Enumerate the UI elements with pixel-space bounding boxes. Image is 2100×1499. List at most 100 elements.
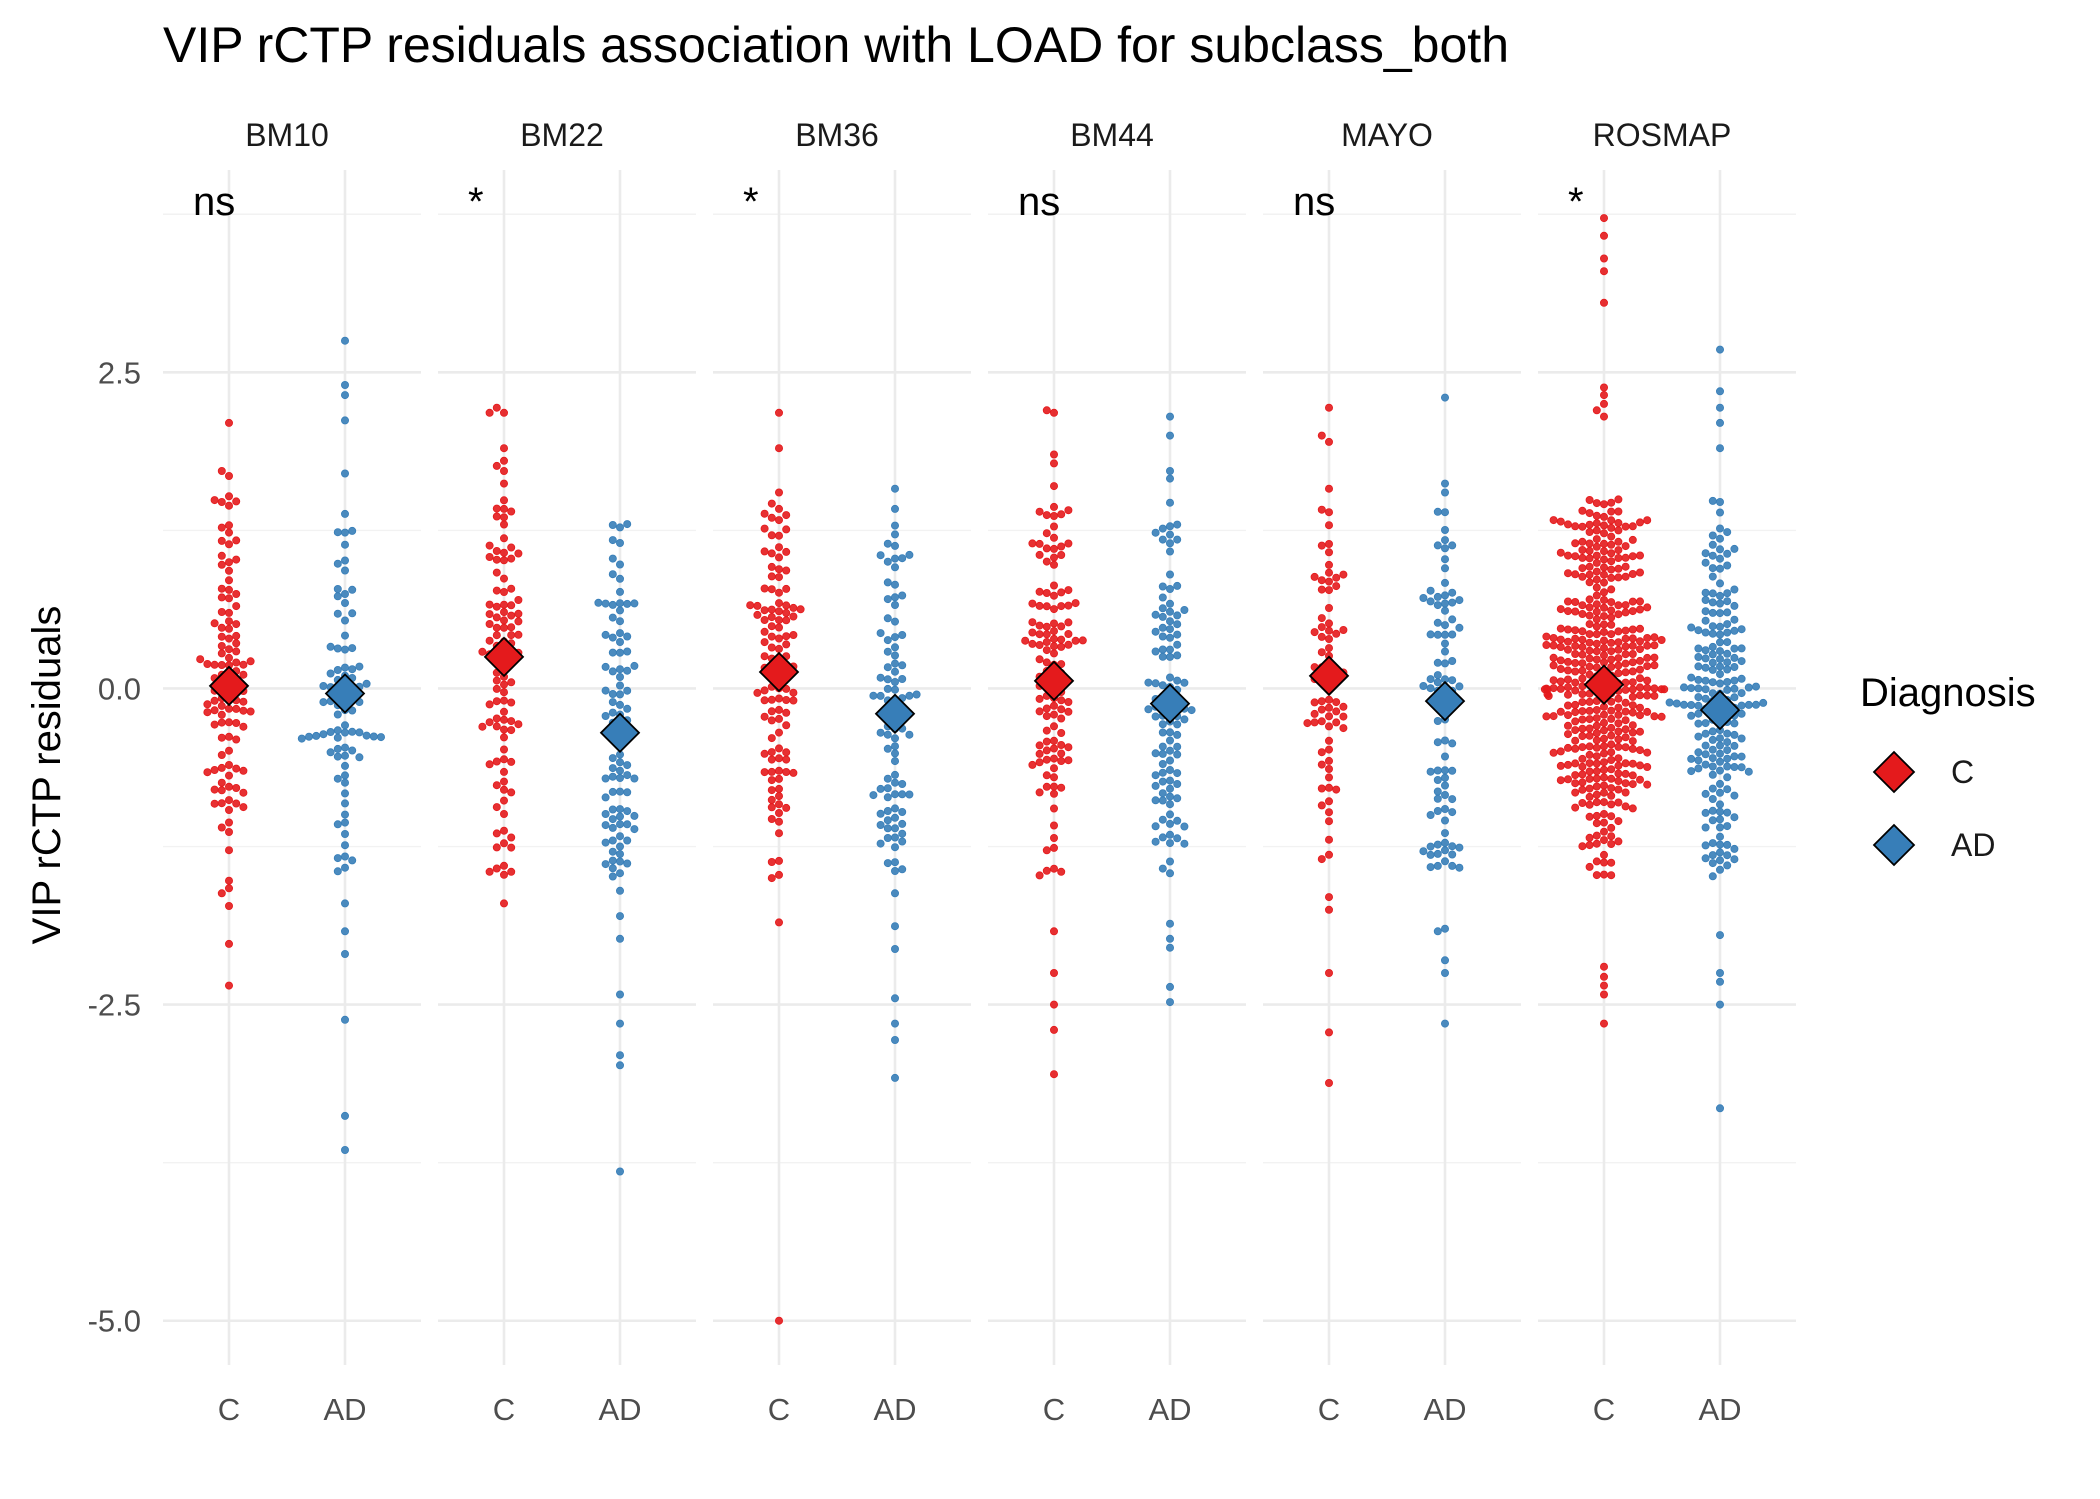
data-point-ad [340,841,349,850]
data-point-c [1578,650,1587,659]
data-point-ad [601,793,610,802]
data-point-ad [1158,720,1167,729]
data-point-c [1607,871,1616,880]
data-point-c [1592,535,1601,544]
data-point-c [499,725,508,734]
data-point-c [1621,553,1630,562]
significance-label: * [743,180,759,224]
data-point-c [1592,551,1601,560]
data-point-ad [340,771,349,780]
data-point-c [1028,599,1037,608]
data-point-ad [594,598,603,607]
data-point-c [775,766,784,775]
data-point-ad [601,599,610,608]
data-point-ad [1723,808,1732,817]
data-point-c [1614,769,1623,778]
data-point-c [1607,655,1616,664]
data-point-ad [340,469,349,478]
data-point-c [775,408,784,417]
data-point-c [1585,724,1594,733]
data-point-ad [1173,780,1182,789]
data-point-c [1607,697,1616,706]
data-point-ad [616,869,625,878]
data-point-c [760,606,769,615]
data-point-ad [1426,586,1435,595]
data-point-ad [1701,588,1710,597]
data-point-ad [1448,657,1457,666]
data-point-c [1317,431,1326,440]
data-point-ad [883,539,892,548]
data-point-ad [616,629,625,638]
data-point-ad [1433,840,1442,849]
data-point-ad [601,686,610,695]
data-point-c [499,534,508,543]
data-point-c [232,784,241,793]
data-point-c [1325,577,1334,586]
data-point-ad [1723,861,1732,870]
data-point-c [210,696,219,705]
data-point-ad [1730,813,1739,822]
data-point-ad [891,521,900,530]
data-point-c [1592,583,1601,592]
data-point-ad [1737,644,1746,653]
data-point-c [1571,522,1580,531]
data-point-c [1607,812,1616,821]
data-point-ad [1166,839,1175,848]
data-point-ad [616,820,625,829]
facet-strip-label: BM22 [520,117,604,153]
data-point-ad [876,821,885,830]
data-point-c [1578,799,1587,808]
data-point-c [789,612,798,621]
data-point-c [1628,708,1637,717]
data-point-c [1607,765,1616,774]
data-point-c [514,596,523,605]
data-point-ad [905,691,914,700]
data-point-c [1035,601,1044,610]
data-point-c [1057,542,1066,551]
data-point-c [1643,780,1652,789]
data-point-ad [608,667,617,676]
mean-marker-ad [874,693,916,735]
data-point-ad [1173,730,1182,739]
data-point-ad [1701,760,1710,769]
data-point-c [224,418,233,427]
data-point-ad [616,934,625,943]
data-point-ad [616,599,625,608]
data-point-c [1592,857,1601,866]
data-point-c [1339,724,1348,733]
data-point-c [1325,437,1334,446]
data-point-c [1621,707,1630,716]
data-point-c [1585,759,1594,768]
data-point-c [1600,810,1609,819]
data-point-ad [1173,611,1182,620]
data-point-ad [616,766,625,775]
data-point-c [782,708,791,717]
data-point-c [224,521,233,530]
data-point-ad [333,744,342,753]
data-point-c [1607,748,1616,757]
data-point-c [499,696,508,705]
data-point-c [1600,383,1609,392]
data-point-c [1600,818,1609,827]
data-point-ad [1716,579,1725,588]
data-point-c [775,634,784,643]
data-point-c [492,623,501,632]
data-point-ad [623,761,632,770]
mean-marker-c [208,665,250,707]
data-point-ad [1441,393,1450,402]
data-point-ad [1166,919,1175,928]
data-point-c [1600,758,1609,767]
legend: Diagnosis CAD [1860,671,2036,867]
data-point-c [1310,709,1319,718]
data-point-c [1636,645,1645,654]
data-point-ad [1166,810,1175,819]
data-point-ad [1158,535,1167,544]
mean-marker-ad [1699,689,1741,731]
data-point-ad [1180,839,1189,848]
data-point-ad [1448,795,1457,804]
data-point-c [1600,981,1609,990]
data-point-c [1628,607,1637,616]
data-point-c [217,799,226,808]
data-point-c [210,619,219,628]
data-point-c [767,632,776,641]
